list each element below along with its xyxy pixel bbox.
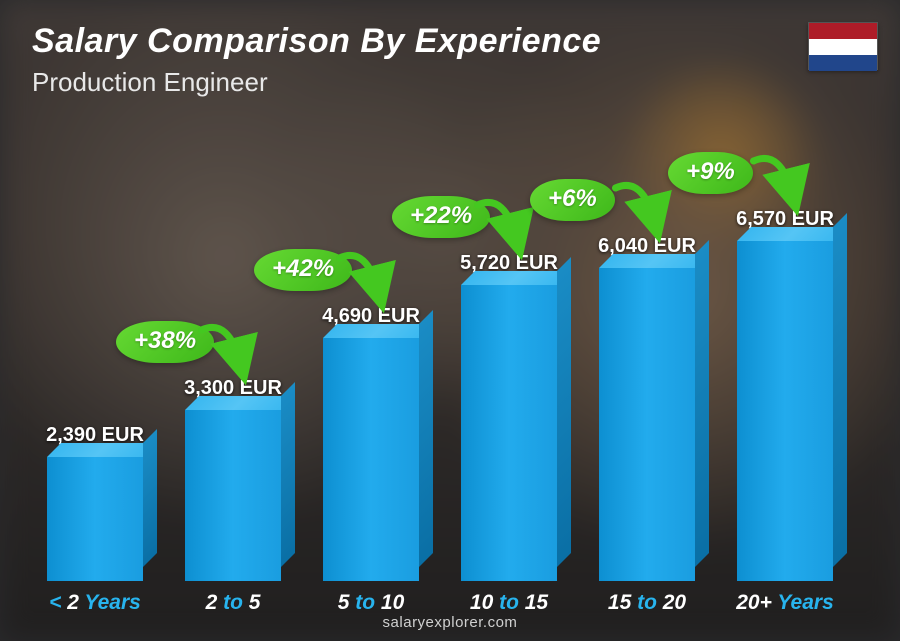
percent-increase-badge: +42% — [254, 249, 352, 291]
bar-group: 3,300 EUR2 to 5 — [168, 377, 298, 581]
bar-top-face — [599, 254, 709, 268]
bar-side-face — [833, 213, 847, 567]
bar-3d — [323, 338, 419, 581]
percent-increase-badge: +38% — [116, 321, 214, 363]
bar-3d — [599, 268, 695, 581]
bar-3d — [47, 457, 143, 581]
bar-group: 2,390 EUR< 2 Years — [30, 424, 160, 581]
source-attribution: salaryexplorer.com — [0, 614, 900, 631]
flag-stripe-blue — [809, 55, 877, 71]
flag-stripe-red — [809, 23, 877, 39]
netherlands-flag-icon — [808, 22, 878, 70]
bar-front-face — [461, 285, 557, 581]
bar-top-face — [323, 324, 433, 338]
bar-3d — [737, 241, 833, 581]
bar-front-face — [323, 338, 419, 581]
bar-category-label: 20+ Years — [694, 591, 876, 615]
bar-front-face — [737, 241, 833, 581]
salary-bar-chart: 2,390 EUR< 2 Years3,300 EUR2 to 54,690 E… — [30, 130, 850, 581]
bar-front-face — [185, 410, 281, 581]
bar-group: 4,690 EUR5 to 10 — [306, 305, 436, 581]
bar-side-face — [557, 257, 571, 567]
bar-3d — [185, 410, 281, 581]
bar-side-face — [419, 310, 433, 567]
chart-header: Salary Comparison By Experience Producti… — [32, 22, 800, 98]
percent-increase-badge: +6% — [530, 179, 615, 221]
bar-side-face — [143, 429, 157, 567]
bar-3d — [461, 285, 557, 581]
bar-front-face — [47, 457, 143, 581]
bar-group: 5,720 EUR10 to 15 — [444, 252, 574, 581]
bar-front-face — [599, 268, 695, 581]
bar-side-face — [281, 382, 295, 567]
percent-increase-badge: +9% — [668, 152, 753, 194]
flag-stripe-white — [809, 39, 877, 55]
bar-top-face — [461, 271, 571, 285]
bar-top-face — [737, 227, 847, 241]
bar-side-face — [695, 240, 709, 567]
chart-title: Salary Comparison By Experience — [32, 22, 800, 61]
bar-top-face — [185, 396, 295, 410]
bar-group: 6,570 EUR20+ Years — [720, 208, 850, 581]
bar-group: 6,040 EUR15 to 20 — [582, 235, 712, 581]
chart-subtitle: Production Engineer — [32, 67, 800, 98]
bar-top-face — [47, 443, 157, 457]
percent-increase-badge: +22% — [392, 196, 490, 238]
